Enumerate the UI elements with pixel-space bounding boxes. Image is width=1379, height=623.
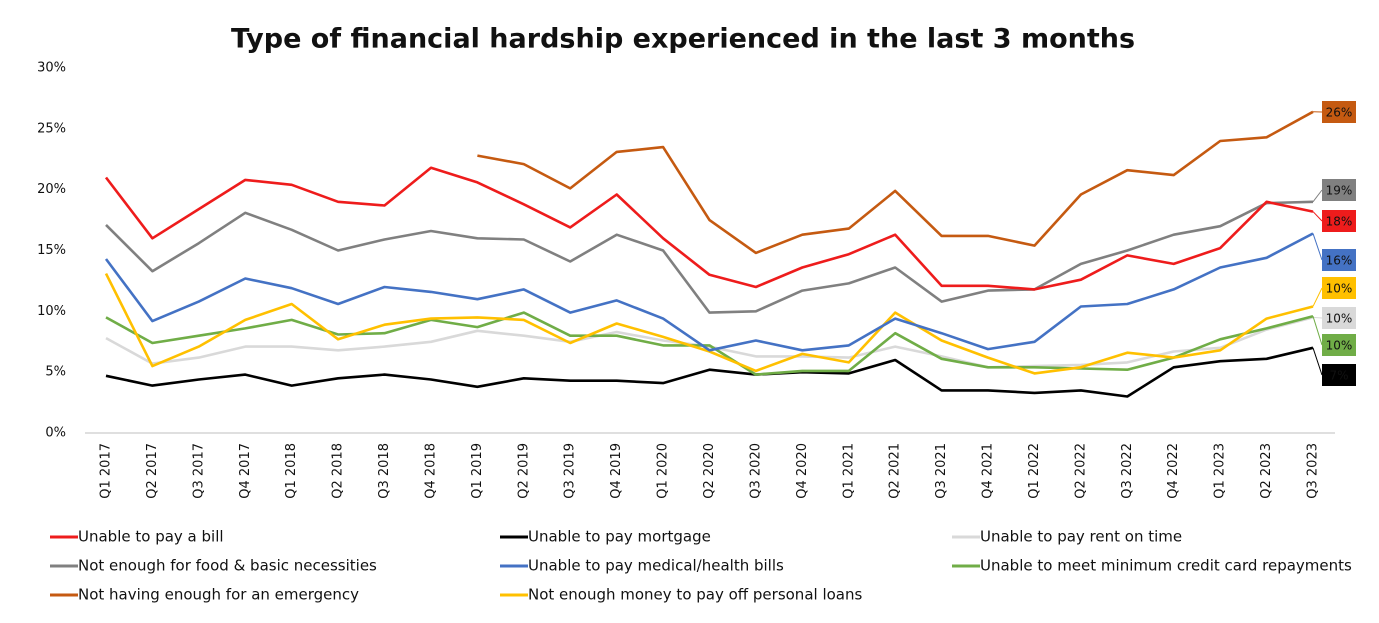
label-leader (1312, 211, 1323, 222)
series-line (105, 311, 1314, 376)
series-line (104, 273, 1314, 375)
y-tick-label: 5% (45, 365, 66, 380)
x-tick-label: Q3 2019 (563, 443, 578, 499)
legend-label: Not having enough for an emergency (78, 586, 359, 604)
value-label-box (1322, 307, 1356, 329)
value-label-box (1322, 277, 1356, 299)
x-tick-label: Q1 2017 (99, 443, 114, 499)
x-tick-label: Q4 2022 (1166, 443, 1181, 499)
x-tick-label: Q2 2020 (702, 443, 717, 499)
x-tick-label: Q1 2023 (1213, 443, 1228, 499)
series-line (105, 346, 1314, 398)
legend-label: Unable to pay medical/health bills (528, 557, 784, 575)
x-tick-label: Q1 2018 (284, 443, 299, 499)
value-label: 16% (1326, 254, 1353, 268)
value-label-box (1322, 210, 1356, 232)
value-label: 19% (1326, 184, 1353, 198)
series-line (104, 232, 1314, 352)
x-tick-label: Q2 2021 (888, 443, 903, 499)
value-label: 26% (1326, 106, 1353, 120)
y-tick-label: 25% (37, 121, 66, 136)
x-tick-label: Q3 2020 (748, 443, 763, 499)
x-tick-label: Q3 2022 (1120, 443, 1135, 499)
x-tick-label: Q2 2022 (1073, 443, 1088, 499)
value-label-box (1322, 249, 1356, 271)
value-label-box (1322, 179, 1356, 201)
y-tick-label: 30% (37, 61, 66, 76)
value-label: 7% (1329, 369, 1348, 383)
y-tick-label: 15% (37, 243, 66, 258)
x-tick-label: Q1 2019 (470, 443, 485, 499)
value-label: 10% (1326, 282, 1353, 296)
legend-label: Unable to pay rent on time (980, 528, 1182, 546)
label-leader (1312, 316, 1323, 346)
series-line (105, 316, 1314, 369)
x-tick-label: Q4 2020 (795, 443, 810, 499)
x-tick-label: Q1 2021 (841, 443, 856, 499)
value-label: 10% (1326, 339, 1353, 353)
series-line (104, 166, 1314, 291)
x-tick-label: Q3 2021 (934, 443, 949, 499)
x-tick-label: Q4 2017 (238, 443, 253, 499)
x-tick-label: Q3 2018 (377, 443, 392, 499)
label-leader (1312, 189, 1323, 203)
series-line (105, 200, 1314, 314)
chart-title: Type of financial hardship experienced i… (231, 24, 1135, 55)
legend-label: Unable to pay mortgage (528, 528, 711, 546)
y-tick-label: 0% (45, 426, 66, 441)
x-tick-label: Q2 2023 (1259, 443, 1274, 499)
label-leader (1312, 347, 1323, 376)
y-tick-label: 20% (37, 182, 66, 197)
x-tick-label: Q2 2019 (516, 443, 531, 499)
series-line (477, 110, 1314, 255)
x-tick-label: Q4 2021 (981, 443, 996, 499)
value-label: 10% (1326, 312, 1353, 326)
legend-label: Unable to meet minimum credit card repay… (980, 557, 1352, 575)
legend-label: Not enough money to pay off personal loa… (528, 586, 862, 604)
y-tick-label: 10% (37, 304, 66, 319)
x-tick-label: Q1 2022 (1027, 443, 1042, 499)
label-leader (1312, 316, 1323, 319)
legend-label: Not enough for food & basic necessities (78, 557, 377, 575)
value-label: 18% (1326, 215, 1353, 229)
x-tick-label: Q2 2018 (331, 443, 346, 499)
label-leader (1312, 233, 1323, 261)
x-tick-label: Q3 2017 (191, 443, 206, 499)
x-tick-label: Q2 2017 (145, 443, 160, 499)
value-label-box (1322, 101, 1356, 123)
value-label-box (1322, 364, 1356, 386)
x-tick-label: Q4 2019 (609, 443, 624, 499)
x-tick-label: Q4 2018 (423, 443, 438, 499)
x-tick-label: Q1 2020 (656, 443, 671, 499)
label-leader (1312, 287, 1323, 307)
value-label-box (1322, 334, 1356, 356)
x-tick-label: Q3 2023 (1306, 443, 1321, 499)
legend-label: Unable to pay a bill (78, 528, 224, 546)
